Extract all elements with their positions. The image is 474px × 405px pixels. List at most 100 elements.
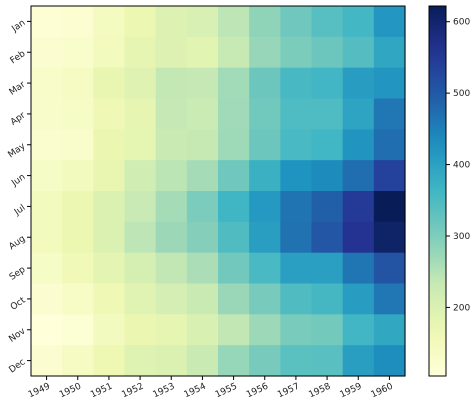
heatmap-cell-jun-1959 [342,160,375,192]
heatmap-cell-oct-1956 [249,283,281,315]
heatmap-cell-mar-1956 [249,67,281,100]
heatmap-cell-mar-1957 [280,67,313,100]
heatmap-cell-feb-1954 [186,36,219,69]
heatmap-cell-nov-1958 [311,314,344,346]
heatmap-cell-mar-1959 [342,67,375,100]
heatmap-cell-dec-1956 [249,345,281,377]
heatmap-cell-sep-1955 [218,252,250,285]
heatmap-cell-dec-1957 [280,345,313,377]
heatmap-cell-feb-1953 [155,36,188,69]
heatmap-cell-sep-1951 [93,252,126,285]
heatmap-cell-aug-1953 [155,221,188,254]
heatmap-cell-jan-1956 [249,6,281,38]
heatmap-cell-sep-1953 [155,252,188,285]
heatmap-cell-jul-1949 [31,191,63,223]
heatmap-cell-feb-1949 [31,36,63,69]
heatmap-cell-may-1951 [93,129,126,161]
heatmap-cell-jun-1954 [186,160,219,192]
heatmap-cell-dec-1949 [31,345,63,377]
heatmap-cell-jul-1952 [124,191,157,223]
heatmap-cell-jul-1960 [373,191,406,223]
heatmap-cell-mar-1960 [373,67,406,100]
heatmap-cell-sep-1949 [31,252,63,285]
heatmap-cell-oct-1957 [280,283,313,315]
heatmap-cell-may-1953 [155,129,188,161]
x-tick-label: 1951 [89,382,114,401]
heatmap-cell-jul-1950 [62,191,94,223]
heatmap-cell-dec-1952 [124,345,157,377]
x-tick-label: 1960 [370,382,395,401]
heatmap-cell-aug-1959 [342,221,375,254]
heatmap-cell-oct-1960 [373,283,406,315]
heatmap-cell-may-1959 [342,129,375,161]
heatmap-cell-nov-1949 [31,314,63,346]
heatmap-cell-dec-1960 [373,345,406,377]
heatmap-cell-jan-1958 [311,6,344,38]
heatmap-cell-mar-1955 [218,67,250,100]
x-tick-label: 1953 [152,382,177,401]
heatmap-cell-dec-1958 [311,345,344,377]
heatmap-cell-aug-1960 [373,221,406,254]
heatmap-cell-jul-1959 [342,191,375,223]
x-tick-label: 1957 [276,382,301,401]
heatmap-cell-apr-1950 [62,98,94,130]
heatmap-cell-jun-1960 [373,160,406,192]
heatmap-cell-may-1956 [249,129,281,161]
heatmap-cell-jan-1955 [218,6,250,38]
heatmap-cell-sep-1952 [124,252,157,285]
heatmap-cell-may-1952 [124,129,157,161]
heatmap-cell-nov-1955 [218,314,250,346]
heatmap-cell-nov-1959 [342,314,375,346]
heatmap-cell-apr-1949 [31,98,63,130]
heatmap-cell-aug-1958 [311,221,344,254]
heatmap-cell-may-1954 [186,129,219,161]
y-tick-label: Jan [10,18,28,35]
heatmap-cell-jun-1958 [311,160,344,192]
heatmap-cell-may-1958 [311,129,344,161]
heatmap-cell-jul-1951 [93,191,126,223]
heatmap-cell-jul-1953 [155,191,188,223]
heatmap-cell-jan-1952 [124,6,157,38]
heatmap-cell-jan-1959 [342,6,375,38]
heatmap-cell-may-1950 [62,129,94,161]
heatmap-cell-dec-1954 [186,345,219,377]
heatmap-cell-apr-1957 [280,98,313,130]
heatmap-cell-nov-1960 [373,314,406,346]
y-tick-label: Nov [7,326,28,345]
heatmap-cell-jul-1957 [280,191,313,223]
heatmap-cell-feb-1959 [342,36,375,69]
x-tick-label: 1955 [214,382,239,401]
heatmap-cell-oct-1951 [93,283,126,315]
heatmap-cell-jan-1960 [373,6,406,38]
heatmap-cell-apr-1954 [186,98,219,130]
x-tick-label: 1956 [245,382,270,401]
heatmap-cell-aug-1955 [218,221,250,254]
heatmap-cell-nov-1956 [249,314,281,346]
heatmap-cells [31,6,406,377]
heatmap-cell-jun-1950 [62,160,94,192]
heatmap-cell-jun-1955 [218,160,250,192]
heatmap-cell-feb-1952 [124,36,157,69]
plot-frame [30,5,406,377]
heatmap-cell-aug-1957 [280,221,313,254]
heatmap-cell-feb-1960 [373,36,406,69]
heatmap-cell-sep-1960 [373,252,406,285]
y-tick-label: Apr [9,110,28,127]
heatmap-cell-oct-1949 [31,283,63,315]
heatmap-cell-apr-1958 [311,98,344,130]
heatmap-cell-aug-1951 [93,221,126,254]
heatmap-cell-nov-1950 [62,314,94,346]
heatmap-cell-sep-1950 [62,252,94,285]
x-axis: 1949 1950 1951 1952 1953 1954 1955 1956 1957 1958… [27,376,395,400]
heatmap-cell-jul-1956 [249,191,281,223]
heatmap-cell-mar-1958 [311,67,344,100]
heatmap-cell-jan-1949 [31,6,63,38]
heatmap-cell-mar-1953 [155,67,188,100]
colorbar-tick-label: 200 [453,303,470,313]
heatmap-cell-nov-1951 [93,314,126,346]
x-tick-label: 1959 [339,382,364,401]
heatmap-cell-oct-1953 [155,283,188,315]
colorbar-tick-label: 500 [453,89,470,99]
heatmap-cell-sep-1959 [342,252,375,285]
heatmap-cell-may-1949 [31,129,63,161]
